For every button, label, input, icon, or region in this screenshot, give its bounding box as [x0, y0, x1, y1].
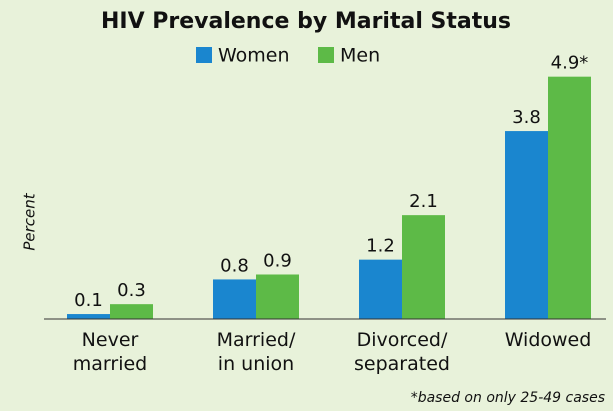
- value-label: 0.8: [220, 255, 249, 276]
- legend-label: Men: [340, 45, 380, 67]
- bar: [548, 76, 591, 319]
- bar: [256, 274, 299, 319]
- chart-title: HIV Prevalence by Marital Status: [101, 9, 511, 34]
- legend-label: Women: [218, 45, 290, 67]
- bar: [505, 131, 548, 319]
- value-label: 3.8: [512, 107, 541, 128]
- y-axis-label: Percent: [21, 192, 39, 250]
- bar: [359, 259, 402, 319]
- value-label: 0.9: [263, 250, 292, 271]
- value-label: 0.3: [117, 280, 146, 301]
- x-tick-label: Married/in union: [217, 329, 296, 375]
- x-tick-label: Widowed: [505, 329, 592, 351]
- value-label: 0.1: [74, 290, 103, 311]
- value-label: 1.2: [366, 236, 395, 257]
- bar: [402, 215, 445, 319]
- value-label: 4.9*: [551, 53, 589, 74]
- legend-swatch: [196, 47, 212, 63]
- bar: [67, 314, 110, 319]
- bar: [110, 304, 153, 319]
- footnote: *based on only 25-49 cases: [411, 390, 605, 406]
- bar: [213, 279, 256, 319]
- legend-swatch: [318, 47, 334, 63]
- x-tick-label: Never married: [73, 329, 147, 375]
- x-tick-label: Divorced/separated: [354, 329, 450, 375]
- value-label: 2.1: [409, 191, 438, 212]
